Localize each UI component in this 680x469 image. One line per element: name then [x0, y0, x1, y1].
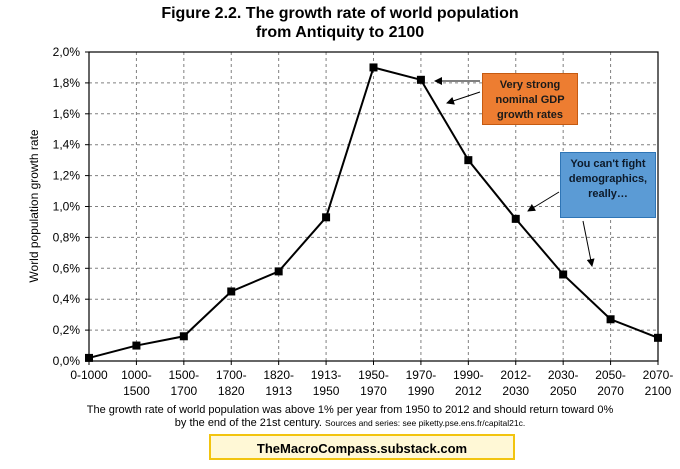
figure-caption: The growth rate of world population was … — [60, 404, 640, 430]
y-axis-label: World population growth rate — [27, 129, 41, 283]
caption-line2: by the end of the 21st century. — [174, 417, 322, 429]
x-tick-label: 1970 — [360, 384, 387, 398]
x-tick-label: 1990- — [453, 368, 484, 382]
data-point-marker — [322, 213, 331, 222]
x-tick-label: 1970- — [406, 368, 437, 382]
caption-sources: Sources and series: see piketty.pse.ens.… — [325, 418, 526, 428]
x-tick-label: 2070- — [643, 368, 674, 382]
x-tick-label: 1913- — [311, 368, 342, 382]
x-tick-label: 2030- — [548, 368, 579, 382]
y-tick-label: 0,4% — [53, 292, 81, 306]
data-point-marker — [274, 267, 283, 276]
brand-banner: TheMacroCompass.substack.com — [209, 434, 515, 460]
plot-area-frame — [88, 51, 659, 362]
annotation-arrows — [434, 77, 595, 267]
data-point-marker — [179, 332, 188, 341]
x-tick-label: 1913 — [265, 384, 292, 398]
x-tick-label: 1000- — [121, 368, 152, 382]
x-tick-label: 1700 — [170, 384, 197, 398]
data-point-marker — [464, 156, 473, 165]
x-tick-label: 1500 — [123, 384, 150, 398]
x-tick-label: 2100 — [645, 384, 672, 398]
chart-title-line1: Figure 2.2. The growth rate of world pop… — [161, 5, 519, 22]
data-point-marker — [132, 341, 141, 350]
y-tick-label: 1,0% — [53, 200, 81, 214]
y-tick-label: 0,8% — [53, 230, 81, 244]
data-point-marker — [227, 287, 236, 296]
y-tick-label: 0,0% — [53, 354, 81, 368]
y-tick-label: 1,8% — [53, 76, 81, 90]
axes: 0,0% 0,2% 0,4% 0,6% 0,8% 1,0% 1,2% 1,4% 1,6% 1,8%… — [53, 45, 674, 398]
y-tick-label: 0,2% — [53, 323, 81, 337]
x-tick-label: 2030 — [502, 384, 529, 398]
x-tick-label: 2012 — [455, 384, 482, 398]
annotation-arrow — [446, 91, 481, 105]
data-point-marker — [369, 63, 378, 72]
annotation-arrow — [527, 191, 560, 212]
caption-line1: The growth rate of world population was … — [86, 404, 614, 416]
x-tick-label: 0-1000 — [70, 368, 108, 382]
annotation-arrow — [582, 220, 595, 267]
series-world-population-growth — [85, 63, 662, 362]
x-tick-label: 1820- — [263, 368, 294, 382]
x-tick-label: 2050- — [595, 368, 626, 382]
y-tick-label: 0,6% — [53, 261, 81, 275]
x-tick-label: 2012- — [500, 368, 531, 382]
x-tick-label: 1990 — [408, 384, 435, 398]
x-tick-label: 1700- — [216, 368, 247, 382]
y-tick-label: 1,4% — [53, 138, 81, 152]
data-point-marker — [654, 333, 662, 342]
y-tick-label: 1,6% — [53, 107, 81, 121]
x-tick-label: 2070 — [597, 384, 624, 398]
data-point-marker — [559, 270, 568, 279]
callout-demographics: You can't fight demographics, really… — [560, 152, 656, 218]
x-tick-label: 1500- — [168, 368, 199, 382]
data-point-marker — [416, 75, 425, 84]
chart-title: Figure 2.2. The growth rate of world pop… — [0, 4, 680, 42]
callout-gdp-growth: Very strong nominal GDP growth rates — [482, 73, 578, 125]
data-point-marker — [511, 214, 520, 223]
data-point-marker — [606, 315, 615, 324]
data-point-marker — [85, 353, 93, 362]
x-tick-label: 1820 — [218, 384, 245, 398]
x-tick-label: 2050 — [550, 384, 577, 398]
x-tick-label: 1950- — [358, 368, 389, 382]
chart-title-line2: from Antiquity to 2100 — [255, 24, 425, 41]
x-tick-label: 1950 — [313, 384, 340, 398]
y-tick-label: 1,2% — [53, 169, 81, 183]
y-tick-label: 2,0% — [53, 45, 81, 59]
